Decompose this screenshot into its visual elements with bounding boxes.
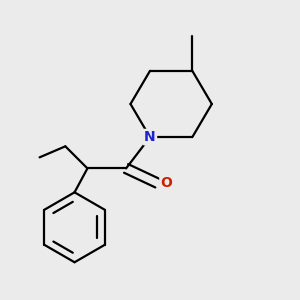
Text: N: N xyxy=(144,130,156,144)
Text: O: O xyxy=(160,176,172,190)
